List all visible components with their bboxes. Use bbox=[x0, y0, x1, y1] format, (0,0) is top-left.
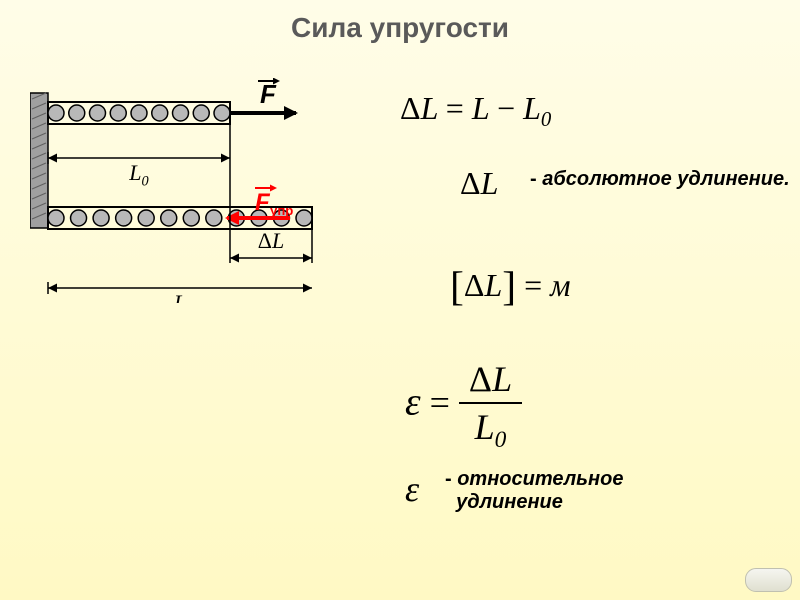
formula-epsilon: ε = ΔLL0 bbox=[405, 358, 522, 454]
svg-text:F: F bbox=[260, 79, 277, 109]
desc-text: абсолютное удлинение. bbox=[542, 168, 789, 190]
svg-text:F: F bbox=[255, 189, 271, 216]
label-relative-elongation: - относительное удлинение bbox=[445, 468, 623, 514]
next-button[interactable] bbox=[745, 568, 792, 592]
desc-text-1: относительное bbox=[457, 468, 623, 490]
formula-deltaL-unit: [ΔL] = м bbox=[450, 262, 571, 310]
desc-text-2: удлинение bbox=[456, 491, 563, 513]
dash: - bbox=[445, 468, 457, 490]
formula-deltaL-eq: ΔL = L − L0 bbox=[400, 90, 551, 132]
symbol-epsilon: ε bbox=[405, 468, 419, 510]
label-absolute-elongation: - абсолютное удлинение. bbox=[530, 168, 790, 191]
symbol-deltaL: ΔL bbox=[460, 165, 498, 202]
dash: - bbox=[530, 168, 542, 190]
page-title: Сила упругости bbox=[0, 12, 800, 44]
spring-diagram: FFупрL0ΔLL bbox=[30, 78, 340, 303]
svg-text:упр: упр bbox=[270, 203, 293, 218]
title-text: Сила упругости bbox=[291, 12, 509, 43]
diagram-svg: FFупрL0ΔLL bbox=[30, 78, 340, 303]
